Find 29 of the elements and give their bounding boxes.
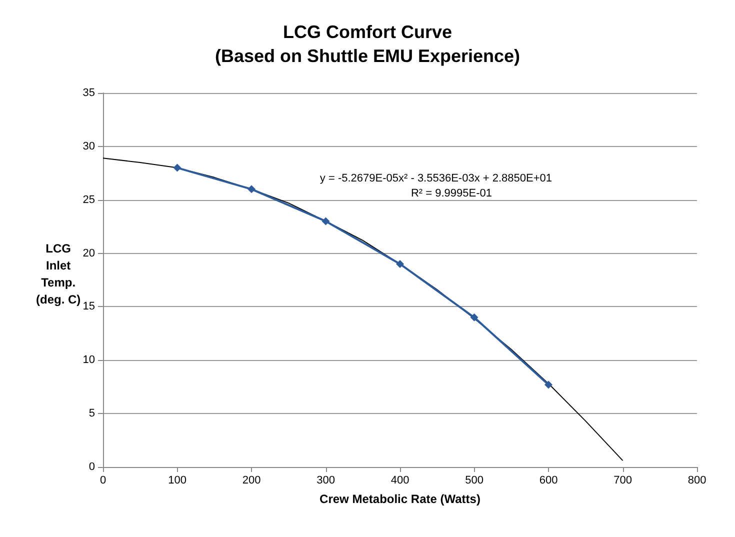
annotation: R² = 9.9995E-01 [410, 188, 492, 200]
point [544, 380, 552, 389]
x-tick-label: 100 [168, 474, 186, 486]
y-tick-label: 20 [82, 247, 95, 260]
point [173, 164, 182, 172]
x-tick-label: 400 [390, 474, 410, 486]
y-tick-label: 10 [82, 354, 95, 366]
x-tick-label: 200 [242, 474, 261, 486]
annotation: y = -5.2679E-05x² - 3.5536E-03x + 2.8850E+01 [320, 172, 552, 184]
y-tick-label: 15 [82, 300, 95, 313]
y-tick-label: 35 [82, 87, 95, 99]
point [396, 260, 404, 268]
y-tick-label: 25 [82, 194, 95, 206]
point [248, 185, 256, 194]
x-tick-label: 500 [465, 474, 484, 486]
chart-title: LCG Comfort Curve [282, 22, 452, 42]
x-tick-label: 800 [688, 474, 706, 486]
x-tick-label: 300 [316, 474, 335, 486]
y-tick-label: 30 [82, 140, 95, 152]
y-tick-label: 0 [88, 461, 95, 473]
point [470, 313, 478, 322]
point [322, 217, 330, 226]
x-tick-label: 700 [614, 474, 632, 486]
x-axis-title: Crew Metabolic Rate (Watts) [320, 492, 480, 506]
x-tick-label: 600 [539, 474, 558, 486]
y-axis-title: LCG Inlet Temp. (deg. C) [36, 242, 81, 306]
chart-subtitle: (Based on Shuttle EMU Experience) [214, 46, 520, 66]
y-tick-label: 5 [88, 408, 95, 420]
x-tick-label: 0 [100, 474, 106, 486]
